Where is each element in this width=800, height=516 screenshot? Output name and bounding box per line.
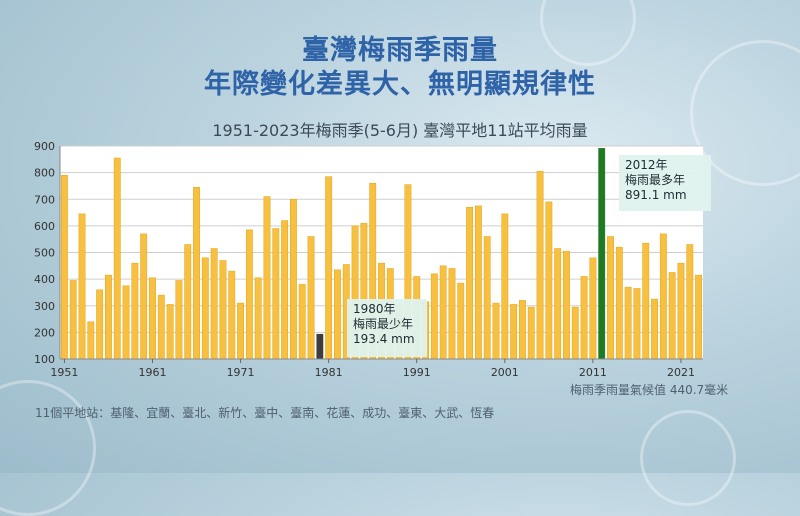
x-tick-label: 1951: [50, 366, 78, 379]
bar: [263, 196, 271, 360]
bar: [219, 260, 227, 360]
bar: [624, 286, 632, 360]
climatology-note: 梅雨季雨量氣候值 440.7毫米: [570, 383, 729, 397]
x-tick-label: 1981: [315, 366, 343, 379]
y-tick-label: 700: [34, 193, 55, 206]
bar: [633, 288, 641, 360]
bar: [510, 304, 518, 360]
bar: [60, 175, 68, 360]
bar: [554, 248, 562, 360]
y-tick-label: 200: [34, 326, 55, 339]
bar: [325, 176, 333, 360]
bar: [105, 274, 112, 360]
bar: [210, 248, 218, 360]
bar: [642, 242, 650, 360]
x-tick-label: 2011: [579, 366, 607, 379]
bar: [607, 236, 614, 360]
y-tick-label: 900: [34, 140, 55, 153]
bar: [131, 262, 139, 360]
bar: [237, 302, 244, 360]
bar: [272, 228, 280, 360]
bar: [184, 244, 192, 360]
bar: [474, 205, 482, 360]
bar: [78, 213, 86, 360]
bar: [580, 276, 588, 360]
y-tick-label: 800: [34, 167, 55, 180]
bar: [589, 257, 597, 360]
bar: [157, 294, 165, 360]
y-tick-label: 400: [34, 273, 55, 286]
bar: [563, 250, 570, 360]
bar: [289, 199, 297, 360]
bar: [430, 273, 438, 360]
bar: [69, 280, 77, 360]
min-annotation-label: 梅雨最少年: [353, 317, 414, 331]
bar: [527, 306, 535, 360]
bar: [96, 289, 104, 360]
x-tick-label: 2021: [667, 366, 695, 379]
bar: [254, 277, 262, 360]
bar: [659, 233, 667, 360]
min-year-annotation: 1980年 梅雨最少年 193.4 mm: [347, 299, 427, 357]
bar: [439, 265, 447, 360]
bar: [175, 280, 183, 360]
bar: [545, 201, 553, 360]
bar: [281, 220, 289, 360]
y-tick-label: 100: [34, 353, 55, 366]
bar: [122, 285, 130, 360]
bar: [307, 236, 315, 360]
bar: [201, 257, 209, 360]
station-footnote: 11個平地站：基隆、宜蘭、臺北、新竹、臺中、臺南、花蓮、成功、臺東、大武、恆春: [35, 406, 495, 420]
max-annotation-value: 891.1 mm: [625, 188, 687, 202]
bar: [140, 233, 148, 360]
bar: [245, 229, 253, 360]
bar: [686, 244, 694, 360]
bar: [149, 277, 156, 360]
bar: [298, 284, 306, 360]
bar: [695, 274, 703, 360]
min-annotation-value: 193.4 mm: [353, 332, 415, 346]
bar: [334, 269, 341, 360]
bar: [448, 268, 456, 360]
x-tick-label: 1991: [403, 366, 431, 379]
max-year-annotation: 2012年 梅雨最多年 891.1 mm: [619, 155, 711, 211]
bar: [166, 304, 174, 360]
bar: [519, 300, 526, 360]
page-title-line2: 年際變化差異大、無明顯規律性: [204, 69, 596, 100]
bar: [228, 270, 236, 360]
bar: [536, 171, 544, 360]
bar: [483, 236, 491, 360]
bar-min-year: [316, 333, 324, 360]
bar: [87, 321, 95, 360]
bar: [501, 213, 509, 360]
bar: [492, 302, 500, 360]
bar: [466, 206, 474, 360]
y-tick-label: 300: [34, 300, 55, 313]
bar: [651, 298, 658, 360]
bar: [677, 262, 685, 360]
y-tick-label: 600: [34, 220, 55, 233]
bar: [193, 187, 200, 360]
page-title: 臺灣梅雨季雨量: [302, 35, 498, 66]
chart-subtitle: 1951-2023年梅雨季(5-6月) 臺灣平地11站平均雨量: [212, 121, 588, 140]
max-annotation-year: 2012年: [625, 158, 668, 172]
max-annotation-label: 梅雨最多年: [625, 173, 686, 187]
bar: [571, 306, 579, 360]
min-annotation-year: 1980年: [353, 302, 396, 316]
x-tick-label: 1961: [138, 366, 166, 379]
y-tick-label: 500: [34, 247, 55, 260]
bar-max-year: [598, 148, 606, 360]
rainfall-bar-chart: 100 200 300 400 500 600 700 800 900 1951 1961 1971 1…: [34, 140, 703, 379]
bar: [668, 272, 676, 360]
x-tick-label: 1971: [227, 366, 255, 379]
x-tick-label: 2001: [491, 366, 519, 379]
bar: [457, 282, 465, 360]
bar: [615, 246, 623, 360]
bar: [113, 157, 121, 360]
